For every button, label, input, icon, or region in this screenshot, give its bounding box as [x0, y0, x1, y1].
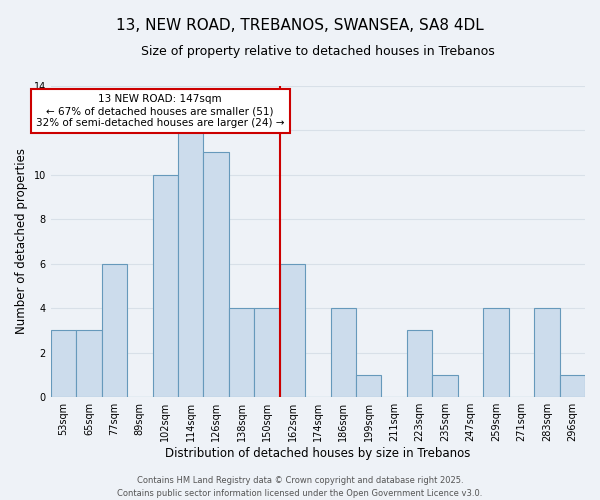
Text: Contains HM Land Registry data © Crown copyright and database right 2025.
Contai: Contains HM Land Registry data © Crown c…: [118, 476, 482, 498]
X-axis label: Distribution of detached houses by size in Trebanos: Distribution of detached houses by size …: [165, 447, 470, 460]
Bar: [280, 264, 305, 397]
Y-axis label: Number of detached properties: Number of detached properties: [15, 148, 28, 334]
Bar: [229, 308, 254, 397]
Bar: [51, 330, 76, 397]
Bar: [203, 152, 229, 397]
Bar: [76, 330, 101, 397]
Bar: [356, 375, 382, 397]
Bar: [331, 308, 356, 397]
Bar: [534, 308, 560, 397]
Title: Size of property relative to detached houses in Trebanos: Size of property relative to detached ho…: [141, 45, 495, 58]
Text: 13, NEW ROAD, TREBANOS, SWANSEA, SA8 4DL: 13, NEW ROAD, TREBANOS, SWANSEA, SA8 4DL: [116, 18, 484, 32]
Bar: [152, 174, 178, 397]
Bar: [178, 130, 203, 397]
Bar: [101, 264, 127, 397]
Bar: [483, 308, 509, 397]
Text: 13 NEW ROAD: 147sqm
← 67% of detached houses are smaller (51)
32% of semi-detach: 13 NEW ROAD: 147sqm ← 67% of detached ho…: [36, 94, 284, 128]
Bar: [433, 375, 458, 397]
Bar: [254, 308, 280, 397]
Bar: [560, 375, 585, 397]
Bar: [407, 330, 433, 397]
